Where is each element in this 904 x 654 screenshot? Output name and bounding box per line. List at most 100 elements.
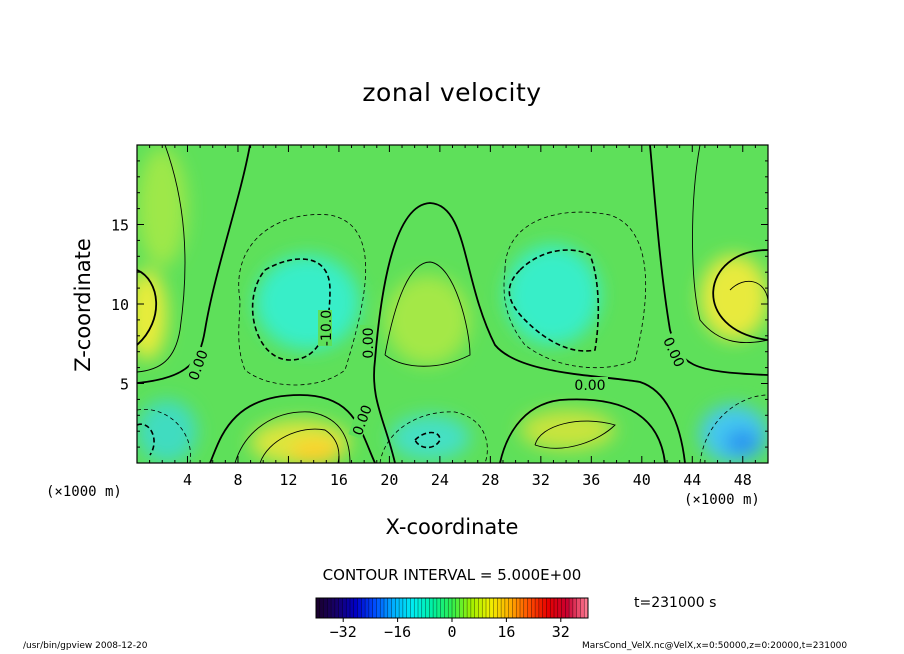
- colorbar-swatch: [316, 598, 321, 618]
- colorbar-swatch: [323, 598, 328, 618]
- colorbar-swatch: [414, 598, 419, 618]
- x-unit-label-left: (×1000 m): [46, 484, 122, 500]
- contour-line-minus5: [699, 394, 768, 463]
- x-tick-label: 28: [481, 471, 499, 489]
- y-tick-label: 5: [120, 376, 129, 394]
- colorbar-swatch: [384, 598, 389, 618]
- colorbar-swatch: [452, 598, 457, 618]
- colorbar-tick-label: 16: [497, 623, 515, 641]
- colorbar-swatch: [402, 598, 407, 618]
- colorbar-swatch: [550, 598, 555, 618]
- colorbar-swatch: [425, 598, 430, 618]
- contour-line-negative: [414, 431, 441, 449]
- colorbar-swatch: [327, 598, 332, 618]
- colorbar-swatch: [478, 598, 483, 618]
- contour-interval-text: CONTOUR INTERVAL = 5.000E+00: [322, 566, 582, 584]
- colorbar-swatch: [368, 598, 373, 618]
- colorbar-swatch: [357, 598, 362, 618]
- colorbar-swatch: [436, 598, 441, 618]
- x-tick-label: 40: [633, 471, 651, 489]
- chart-title: zonal velocity: [362, 78, 542, 107]
- contour-label-bg: [318, 310, 332, 346]
- colorbar-swatch: [489, 598, 494, 618]
- x-tick-label: 12: [279, 471, 297, 489]
- contour-line-zero: [649, 145, 768, 376]
- y-axis-label: Z-coordinate: [71, 238, 95, 372]
- colorbar-tick-label: −16: [384, 623, 411, 641]
- contour-line-negative: [251, 258, 331, 361]
- x-tick-label: 48: [734, 471, 752, 489]
- colorbar-swatch: [433, 598, 438, 618]
- contour-label-bg: [660, 332, 689, 371]
- colorbar-swatch: [372, 598, 377, 618]
- colorbar-tick-label: 32: [552, 623, 570, 641]
- colorbar-swatch: [448, 598, 453, 618]
- contour-line-positive: [729, 280, 768, 301]
- colorbar-swatch: [493, 598, 498, 618]
- colorbar-swatch: [516, 598, 521, 618]
- field-patch: [137, 270, 167, 360]
- colorbar-swatch: [467, 598, 472, 618]
- colorbar-swatch: [319, 598, 324, 618]
- colorbar-swatch: [444, 598, 449, 618]
- x-tick-label: 20: [380, 471, 398, 489]
- contour-line-positive: [259, 428, 340, 463]
- colorbar-swatch: [391, 598, 396, 618]
- colorbar-swatch: [520, 598, 525, 618]
- contour-line-positive: [692, 145, 768, 344]
- contour-line-minus5: [379, 411, 488, 463]
- velocity-field: 0.00-10.0 0.000.000.000.00: [137, 145, 768, 463]
- x-tick-label: 8: [233, 471, 242, 489]
- x-tick-label: 44: [683, 471, 701, 489]
- contour-label: 0.00: [361, 327, 377, 358]
- x-tick-label: 32: [532, 471, 550, 489]
- contour-label-bg: [360, 325, 374, 361]
- colorbar-swatch: [561, 598, 566, 618]
- colorbar-tick-label: 0: [447, 623, 456, 641]
- colorbar-swatch: [501, 598, 506, 618]
- colorbar-swatch: [474, 598, 479, 618]
- colorbar-swatch: [429, 598, 434, 618]
- colorbar-swatch: [418, 598, 423, 618]
- contour-line-zero: [499, 398, 666, 463]
- contour-line-positive: [384, 261, 471, 367]
- colorbar-swatch: [406, 598, 411, 618]
- colorbar-swatch: [421, 598, 426, 618]
- colorbar-swatch: [523, 598, 528, 618]
- colorbar-swatch: [565, 598, 570, 618]
- colorbar-swatch: [554, 598, 559, 618]
- field-patches: [137, 147, 768, 463]
- field-patch: [520, 410, 615, 450]
- contour-line-positive: [534, 420, 616, 449]
- colorbar-swatch: [376, 598, 381, 618]
- x-tick-label: 16: [330, 471, 348, 489]
- contour-label: -10.0: [319, 310, 335, 346]
- colorbar-swatch: [576, 598, 581, 618]
- colorbar-swatch: [459, 598, 464, 618]
- colorbar-swatch: [353, 598, 358, 618]
- colorbar-swatch: [410, 598, 415, 618]
- footer-right-text: MarsCond_VelX.nc@VelX,x=0:50000,z=0:2000…: [582, 641, 848, 651]
- colorbar-swatch: [535, 598, 540, 618]
- field-patch: [725, 430, 760, 455]
- contour-line-zero: [373, 202, 686, 463]
- colorbar-swatch: [527, 598, 532, 618]
- colorbar-swatch: [399, 598, 404, 618]
- contour-label-bg: [348, 400, 374, 439]
- contour-line-minus5: [137, 408, 191, 463]
- field-patch: [385, 275, 470, 365]
- field-patch: [390, 415, 470, 460]
- x-unit-label-right: (×1000 m): [684, 492, 760, 508]
- colorbar-swatch: [542, 598, 547, 618]
- contour-label-bg: [572, 377, 608, 391]
- colorbar-swatch: [342, 598, 347, 618]
- contour-line-zero: [137, 145, 251, 384]
- colorbar-swatch: [580, 598, 585, 618]
- footer-left-text: /usr/bin/gpview 2008-12-20: [23, 641, 148, 651]
- field-patch: [255, 255, 360, 350]
- colorbar: −32 −16 0 16 32: [315, 597, 589, 641]
- colorbar-swatch: [350, 598, 355, 618]
- colorbar-swatch: [346, 598, 351, 618]
- colorbar-swatch: [497, 598, 502, 618]
